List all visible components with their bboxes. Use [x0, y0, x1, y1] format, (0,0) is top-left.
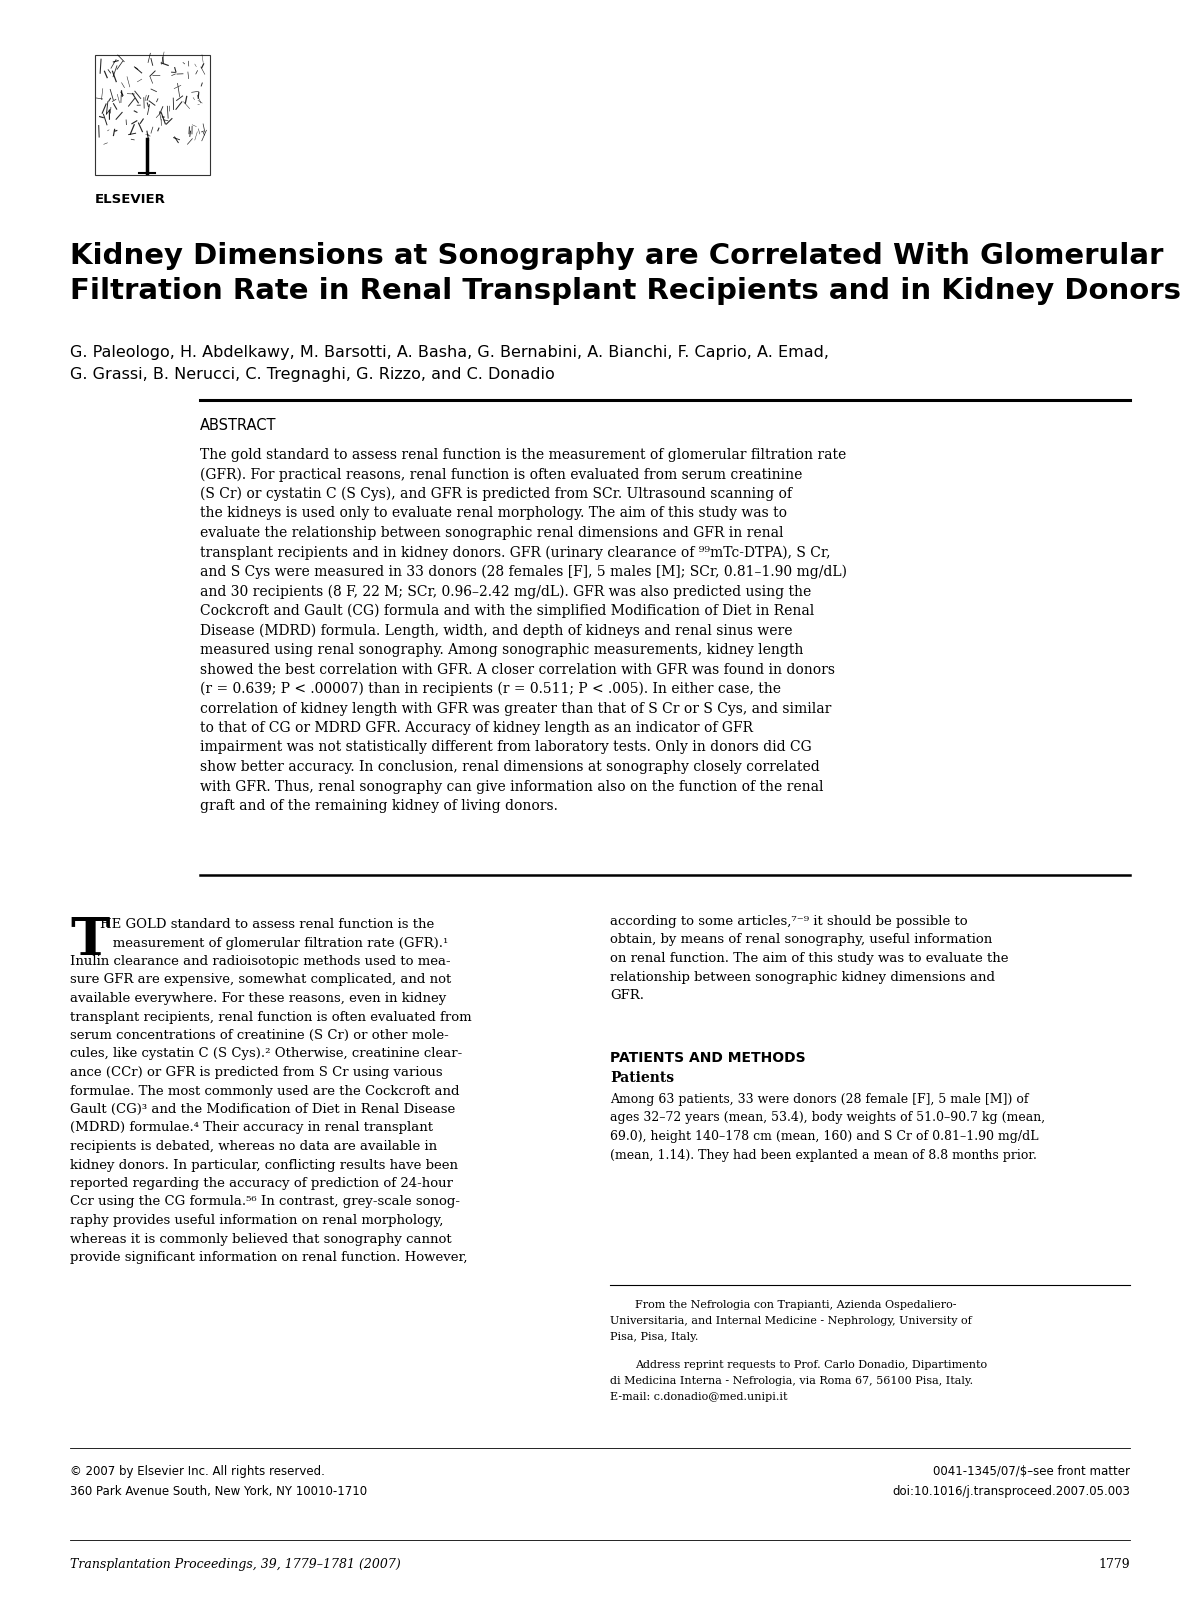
Text: correlation of kidney length with GFR was greater than that of S Cr or S Cys, an: correlation of kidney length with GFR wa…: [200, 702, 832, 716]
Text: recipients is debated, whereas no data are available in: recipients is debated, whereas no data a…: [70, 1140, 437, 1153]
Text: Patients: Patients: [610, 1071, 674, 1086]
Text: Cockcroft and Gault (CG) formula and with the simplified Modification of Diet in: Cockcroft and Gault (CG) formula and wit…: [200, 603, 815, 618]
Text: (mean, 1.14). They had been explanted a mean of 8.8 months prior.: (mean, 1.14). They had been explanted a …: [610, 1148, 1037, 1161]
Text: E-mail: c.donadio@med.unipi.it: E-mail: c.donadio@med.unipi.it: [610, 1392, 787, 1402]
Text: the kidneys is used only to evaluate renal morphology. The aim of this study was: the kidneys is used only to evaluate ren…: [200, 506, 787, 521]
Text: Universitaria, and Internal Medicine - Nephrology, University of: Universitaria, and Internal Medicine - N…: [610, 1316, 972, 1326]
Text: 69.0), height 140–178 cm (mean, 160) and S Cr of 0.81–1.90 mg/dL: 69.0), height 140–178 cm (mean, 160) and…: [610, 1131, 1038, 1144]
Text: available everywhere. For these reasons, even in kidney: available everywhere. For these reasons,…: [70, 992, 446, 1005]
Text: PATIENTS AND METHODS: PATIENTS AND METHODS: [610, 1052, 805, 1065]
Text: and S Cys were measured in 33 donors (28 females [F], 5 males [M]; SCr, 0.81–1.9: and S Cys were measured in 33 donors (28…: [200, 565, 847, 579]
Text: © 2007 by Elsevier Inc. All rights reserved.: © 2007 by Elsevier Inc. All rights reser…: [70, 1465, 325, 1478]
Text: Gault (CG)³ and the Modification of Diet in Renal Disease: Gault (CG)³ and the Modification of Diet…: [70, 1103, 455, 1116]
Text: relationship between sonographic kidney dimensions and: relationship between sonographic kidney …: [610, 971, 995, 984]
Text: raphy provides useful information on renal morphology,: raphy provides useful information on ren…: [70, 1215, 443, 1227]
Text: transplant recipients, renal function is often evaluated from: transplant recipients, renal function is…: [70, 1010, 472, 1024]
Text: on renal function. The aim of this study was to evaluate the: on renal function. The aim of this study…: [610, 952, 1008, 965]
Text: Kidney Dimensions at Sonography are Correlated With Glomerular: Kidney Dimensions at Sonography are Corr…: [70, 242, 1163, 269]
Text: measurement of glomerular filtration rate (GFR).¹: measurement of glomerular filtration rat…: [100, 937, 449, 950]
Text: showed the best correlation with GFR. A closer correlation with GFR was found in: showed the best correlation with GFR. A …: [200, 663, 835, 676]
Text: G. Grassi, B. Nerucci, C. Tregnaghi, G. Rizzo, and C. Donadio: G. Grassi, B. Nerucci, C. Tregnaghi, G. …: [70, 368, 554, 382]
Text: Among 63 patients, 33 were donors (28 female [F], 5 male [M]) of: Among 63 patients, 33 were donors (28 fe…: [610, 1094, 1028, 1107]
Text: transplant recipients and in kidney donors. GFR (urinary clearance of ⁹⁹mTc-DTPA: transplant recipients and in kidney dono…: [200, 545, 830, 560]
Text: Disease (MDRD) formula. Length, width, and depth of kidneys and renal sinus were: Disease (MDRD) formula. Length, width, a…: [200, 624, 792, 637]
Text: 360 Park Avenue South, New York, NY 10010-1710: 360 Park Avenue South, New York, NY 1001…: [70, 1486, 367, 1498]
Text: ages 32–72 years (mean, 53.4), body weights of 51.0–90.7 kg (mean,: ages 32–72 years (mean, 53.4), body weig…: [610, 1111, 1045, 1124]
Text: ance (CCr) or GFR is predicted from S Cr using various: ance (CCr) or GFR is predicted from S Cr…: [70, 1066, 443, 1079]
Text: kidney donors. In particular, conflicting results have been: kidney donors. In particular, conflictin…: [70, 1158, 458, 1171]
Text: cules, like cystatin C (S Cys).² Otherwise, creatinine clear-: cules, like cystatin C (S Cys).² Otherwi…: [70, 1047, 462, 1060]
Text: Inulin clearance and radioisotopic methods used to mea-: Inulin clearance and radioisotopic metho…: [70, 955, 451, 968]
Text: 1779: 1779: [1098, 1558, 1130, 1571]
Text: measured using renal sonography. Among sonographic measurements, kidney length: measured using renal sonography. Among s…: [200, 644, 803, 656]
Text: formulae. The most commonly used are the Cockcroft and: formulae. The most commonly used are the…: [70, 1084, 460, 1097]
Text: serum concentrations of creatinine (S Cr) or other mole-: serum concentrations of creatinine (S Cr…: [70, 1029, 449, 1042]
Text: reported regarding the accuracy of prediction of 24-hour: reported regarding the accuracy of predi…: [70, 1177, 454, 1190]
Text: impairment was not statistically different from laboratory tests. Only in donors: impairment was not statistically differe…: [200, 740, 811, 755]
Text: 0041-1345/07/$–see front matter: 0041-1345/07/$–see front matter: [934, 1465, 1130, 1478]
Text: whereas it is commonly believed that sonography cannot: whereas it is commonly believed that son…: [70, 1232, 451, 1245]
Text: obtain, by means of renal sonography, useful information: obtain, by means of renal sonography, us…: [610, 934, 992, 947]
Text: (S Cr) or cystatin C (S Cys), and GFR is predicted from SCr. Ultrasound scanning: (S Cr) or cystatin C (S Cys), and GFR is…: [200, 487, 792, 502]
Text: From the Nefrologia con Trapianti, Azienda Ospedaliero-: From the Nefrologia con Trapianti, Azien…: [635, 1300, 956, 1310]
Text: ELSEVIER: ELSEVIER: [95, 194, 166, 206]
Text: doi:10.1016/j.transproceed.2007.05.003: doi:10.1016/j.transproceed.2007.05.003: [892, 1486, 1130, 1498]
Bar: [95, 55, 210, 174]
Text: evaluate the relationship between sonographic renal dimensions and GFR in renal: evaluate the relationship between sonogr…: [200, 526, 784, 540]
Text: di Medicina Interna - Nefrologia, via Roma 67, 56100 Pisa, Italy.: di Medicina Interna - Nefrologia, via Ro…: [610, 1376, 973, 1386]
Text: according to some articles,⁷⁻⁹ it should be possible to: according to some articles,⁷⁻⁹ it should…: [610, 915, 967, 927]
Text: Transplantation Proceedings, 39, 1779–1781 (2007): Transplantation Proceedings, 39, 1779–17…: [70, 1558, 401, 1571]
Text: Address reprint requests to Prof. Carlo Donadio, Dipartimento: Address reprint requests to Prof. Carlo …: [635, 1360, 988, 1369]
Text: to that of CG or MDRD GFR. Accuracy of kidney length as an indicator of GFR: to that of CG or MDRD GFR. Accuracy of k…: [200, 721, 754, 736]
Text: Ccr using the CG formula.⁵⁶ In contrast, grey-scale sonog-: Ccr using the CG formula.⁵⁶ In contrast,…: [70, 1195, 460, 1208]
Text: Filtration Rate in Renal Transplant Recipients and in Kidney Donors: Filtration Rate in Renal Transplant Reci…: [70, 277, 1181, 305]
Text: (r = 0.639; P < .00007) than in recipients (r = 0.511; P < .005). In either case: (r = 0.639; P < .00007) than in recipien…: [200, 682, 781, 697]
Text: (MDRD) formulae.⁴ Their accuracy in renal transplant: (MDRD) formulae.⁴ Their accuracy in rena…: [70, 1121, 433, 1134]
Text: G. Paleologo, H. Abdelkawy, M. Barsotti, A. Basha, G. Bernabini, A. Bianchi, F. : G. Paleologo, H. Abdelkawy, M. Barsotti,…: [70, 345, 829, 360]
Text: with GFR. Thus, renal sonography can give information also on the function of th: with GFR. Thus, renal sonography can giv…: [200, 779, 823, 794]
Text: show better accuracy. In conclusion, renal dimensions at sonography closely corr: show better accuracy. In conclusion, ren…: [200, 760, 820, 774]
Text: provide significant information on renal function. However,: provide significant information on renal…: [70, 1252, 468, 1265]
Text: sure GFR are expensive, somewhat complicated, and not: sure GFR are expensive, somewhat complic…: [70, 974, 451, 987]
Text: and 30 recipients (8 F, 22 M; SCr, 0.96–2.42 mg/dL). GFR was also predicted usin: and 30 recipients (8 F, 22 M; SCr, 0.96–…: [200, 584, 811, 598]
Text: The gold standard to assess renal function is the measurement of glomerular filt: The gold standard to assess renal functi…: [200, 448, 846, 461]
Text: Pisa, Pisa, Italy.: Pisa, Pisa, Italy.: [610, 1332, 698, 1342]
Text: ABSTRACT: ABSTRACT: [200, 418, 276, 432]
Text: (GFR). For practical reasons, renal function is often evaluated from serum creat: (GFR). For practical reasons, renal func…: [200, 468, 803, 482]
Text: GFR.: GFR.: [610, 989, 644, 1002]
Text: graft and of the remaining kidney of living donors.: graft and of the remaining kidney of liv…: [200, 798, 558, 813]
Text: T: T: [70, 915, 109, 966]
Text: HE GOLD standard to assess renal function is the: HE GOLD standard to assess renal functio…: [100, 918, 434, 931]
